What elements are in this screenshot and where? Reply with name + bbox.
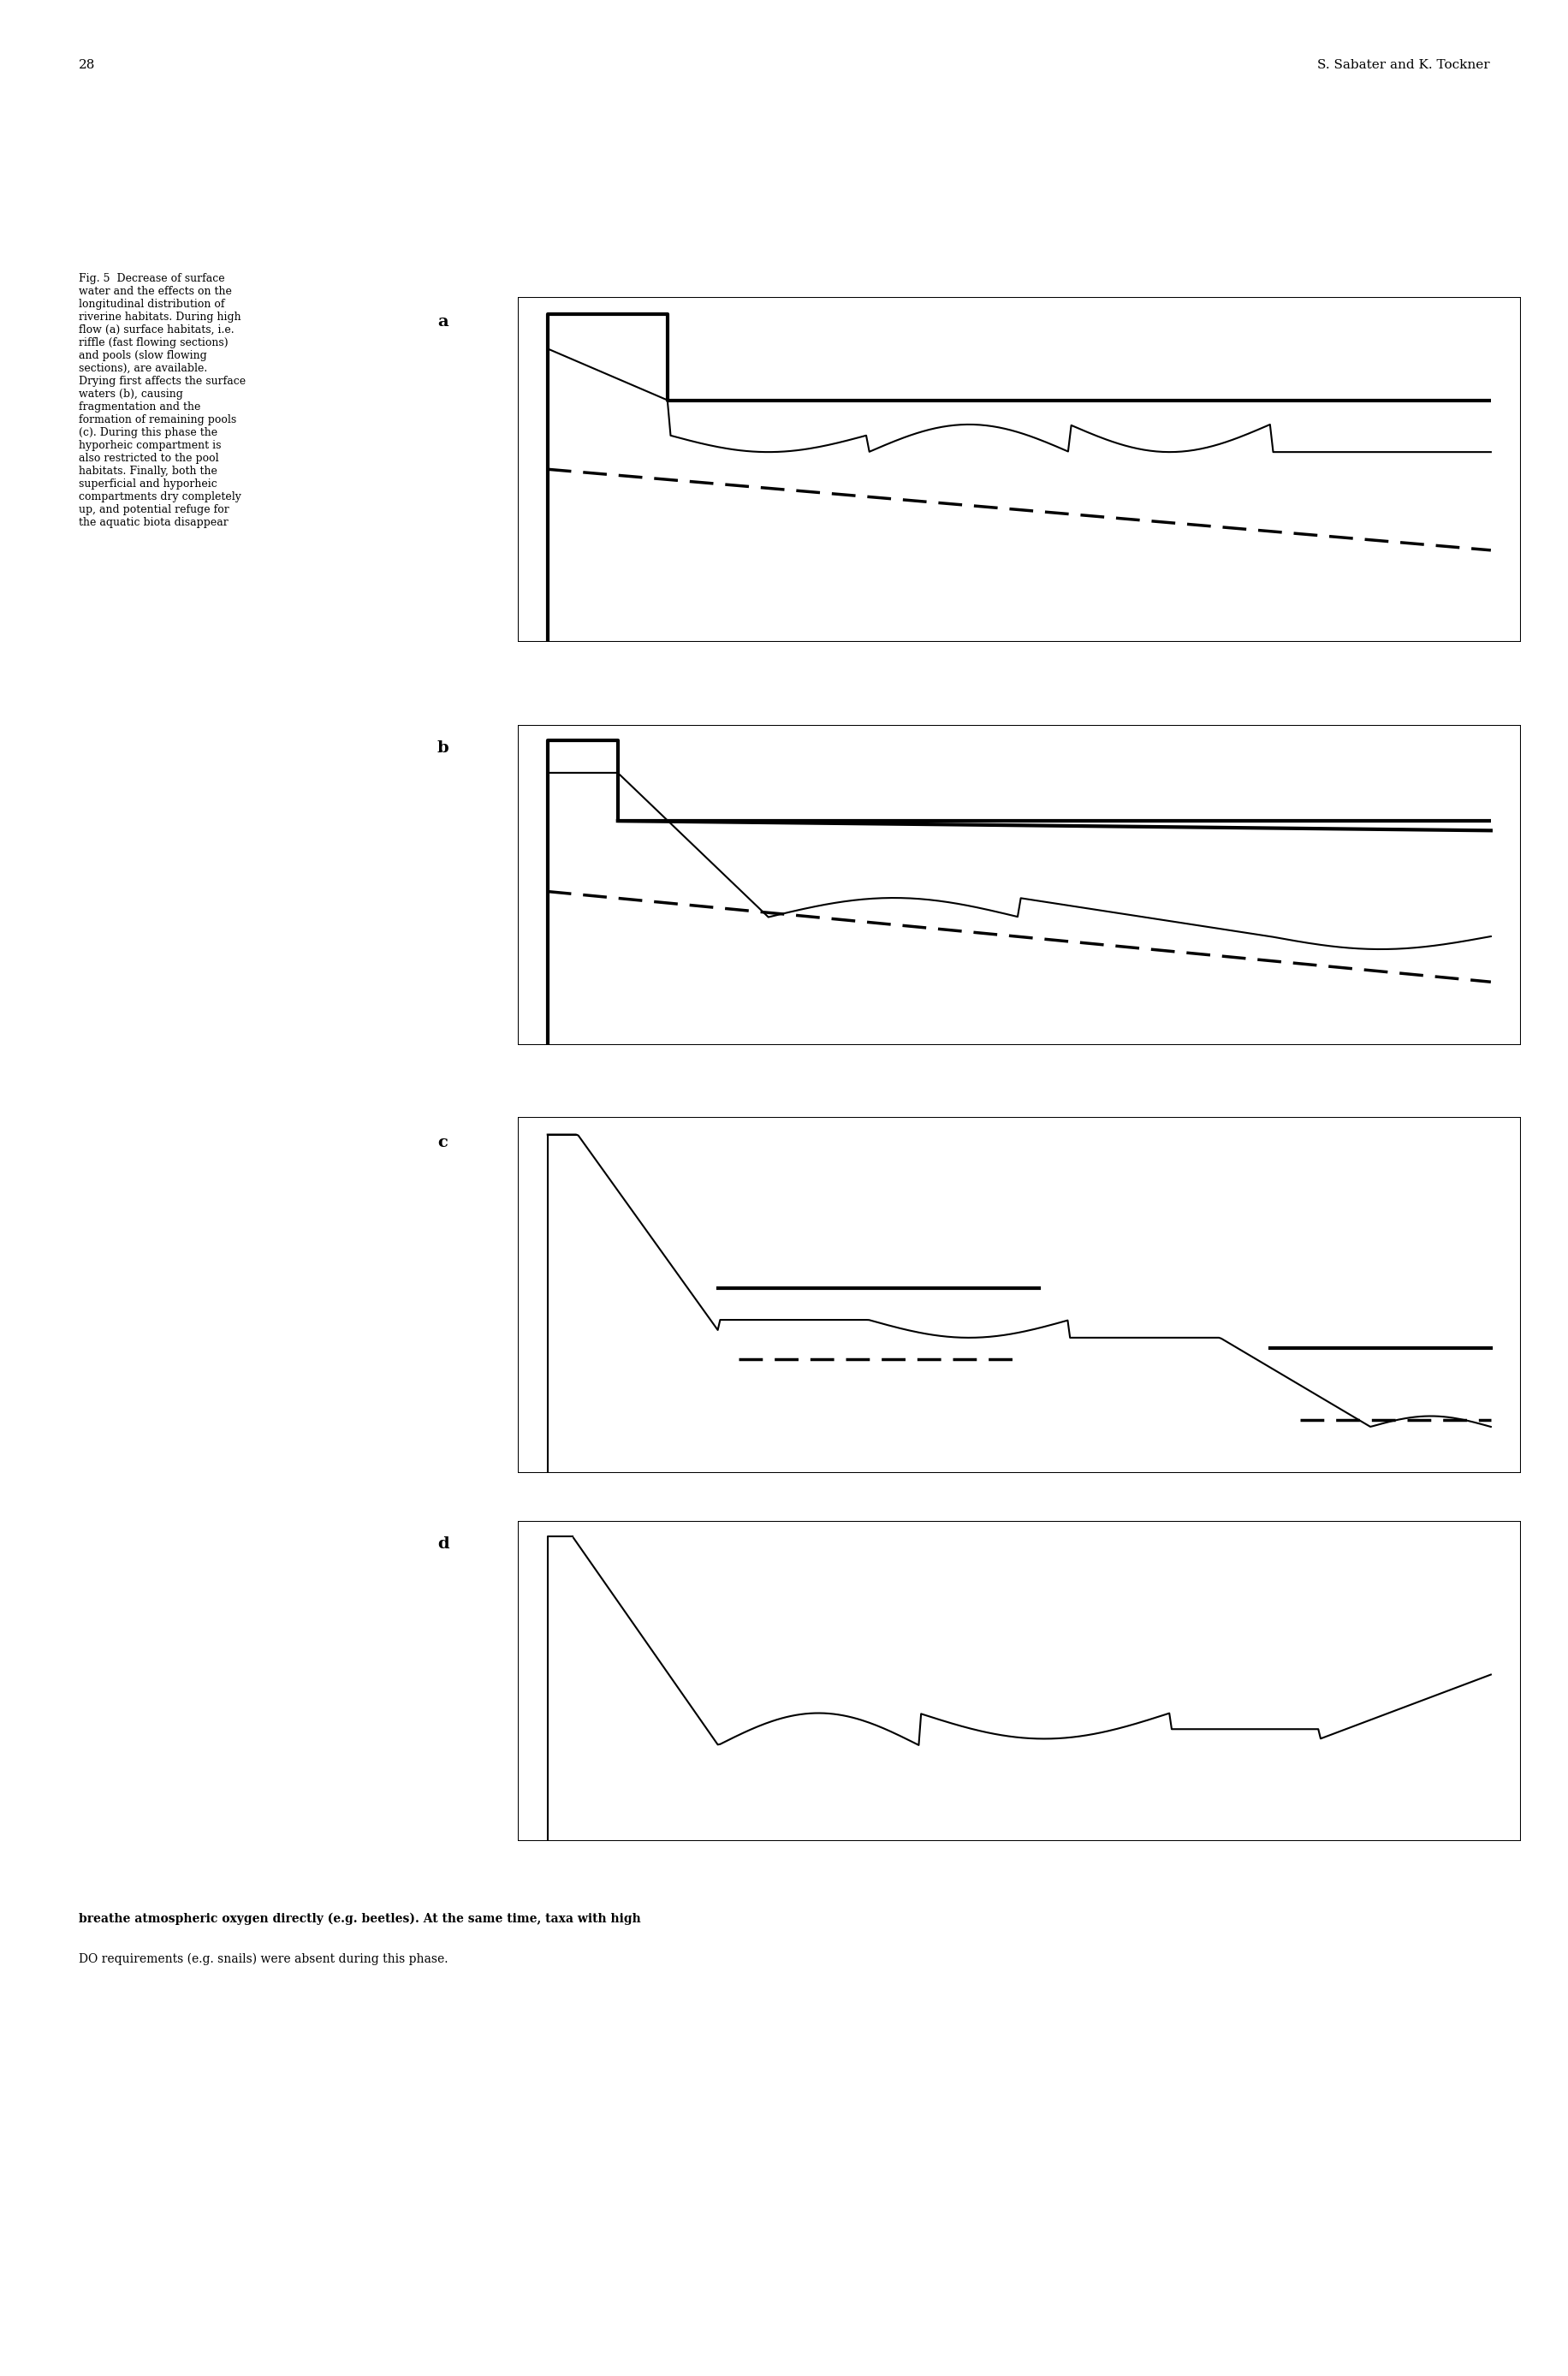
Text: d: d — [437, 1537, 448, 1552]
Text: breathe atmospheric oxygen directly (e.g. beetles). At the same time, taxa with : breathe atmospheric oxygen directly (e.g… — [78, 1913, 640, 1925]
Text: Fig. 5  Decrease of surface
water and the effects on the
longitudinal distributi: Fig. 5 Decrease of surface water and the… — [78, 273, 246, 527]
Text: S. Sabater and K. Tockner: S. Sabater and K. Tockner — [1317, 59, 1490, 71]
Text: 28: 28 — [78, 59, 96, 71]
Text: b: b — [437, 741, 448, 756]
Text: c: c — [437, 1136, 447, 1150]
Text: a: a — [437, 314, 448, 330]
Text: DO requirements (e.g. snails) were absent during this phase.: DO requirements (e.g. snails) were absen… — [78, 1953, 448, 1965]
